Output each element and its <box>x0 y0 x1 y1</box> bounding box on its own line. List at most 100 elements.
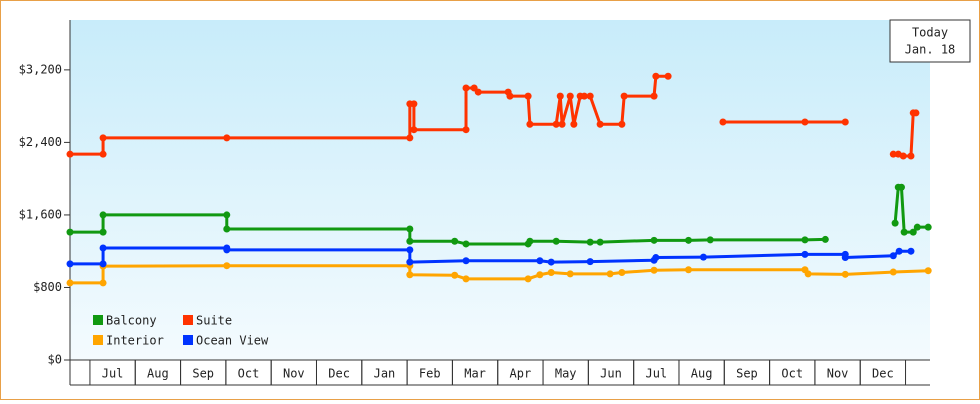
x-tick-label: Nov <box>827 367 849 381</box>
price-point <box>99 150 107 158</box>
price-point <box>99 260 107 268</box>
price-point <box>99 134 107 142</box>
price-point <box>66 260 74 268</box>
price-point <box>66 279 74 287</box>
price-point <box>462 84 470 92</box>
price-point <box>66 228 74 236</box>
price-point <box>223 225 231 233</box>
y-tick-label: $1,600 <box>19 207 62 221</box>
x-tick-label: Oct <box>238 367 260 381</box>
x-tick-label: May <box>555 367 577 381</box>
price-point <box>558 120 566 128</box>
price-point <box>223 262 231 270</box>
price-point <box>652 72 660 80</box>
price-point <box>841 270 849 278</box>
price-point <box>897 183 905 191</box>
price-point <box>462 126 470 134</box>
legend: Balcony Suite Interior Ocean View <box>93 314 269 348</box>
price-point <box>99 228 107 236</box>
legend-swatch <box>183 315 193 325</box>
price-point <box>841 254 849 262</box>
price-point <box>524 275 532 283</box>
price-point <box>406 271 414 279</box>
price-point <box>895 247 903 255</box>
price-point <box>889 150 897 158</box>
x-tick-label: Jan <box>374 367 396 381</box>
price-point <box>566 270 574 278</box>
x-tick-label: Feb <box>419 367 441 381</box>
series-layer <box>66 72 932 287</box>
price-point <box>526 237 534 245</box>
price-point <box>547 258 555 266</box>
price-point <box>664 72 672 80</box>
axes: $0 $800 $1,600 $2,400 $3,200 Jul Aug Sep Oct Nov D… <box>19 20 930 386</box>
x-tick-label: Aug <box>147 367 169 381</box>
price-point <box>547 269 555 277</box>
price-point <box>907 247 915 255</box>
price-point <box>99 211 107 219</box>
price-point <box>912 109 920 117</box>
legend-swatch <box>93 335 103 345</box>
price-point <box>406 237 414 245</box>
price-point <box>801 250 809 258</box>
legend-label: Suite <box>196 314 232 328</box>
price-point <box>406 134 414 142</box>
price-point <box>556 92 564 100</box>
price-point <box>410 100 418 108</box>
price-point <box>620 92 628 100</box>
price-point <box>684 266 692 274</box>
price-point <box>618 269 626 277</box>
price-point <box>909 228 917 236</box>
price-point <box>223 246 231 254</box>
y-tick-label: $0 <box>48 353 62 367</box>
price-point <box>506 92 514 100</box>
x-tick-label: Jun <box>600 367 622 381</box>
price-point <box>406 258 414 266</box>
y-tick-label: $800 <box>33 280 62 294</box>
legend-label: Interior <box>106 334 164 348</box>
price-point <box>900 228 908 236</box>
x-tick-label: Mar <box>464 367 486 381</box>
x-tick-label: Apr <box>510 367 532 381</box>
price-point <box>406 246 414 254</box>
price-point <box>524 92 532 100</box>
price-point <box>99 244 107 252</box>
legend-swatch <box>183 335 193 345</box>
price-point <box>596 120 604 128</box>
plot-area <box>70 20 930 360</box>
today-label: Today <box>912 26 948 40</box>
price-point <box>801 236 809 244</box>
price-point <box>618 120 626 128</box>
price-point <box>552 237 560 245</box>
y-tick-label: $2,400 <box>19 135 62 149</box>
price-point <box>410 126 418 134</box>
price-point <box>606 270 614 278</box>
price-point <box>891 219 899 227</box>
x-tick-label: Sep <box>192 367 214 381</box>
price-point <box>801 118 809 126</box>
today-box <box>889 19 971 63</box>
y-tick-label: $3,200 <box>19 62 62 76</box>
price-point <box>650 236 658 244</box>
price-point <box>66 150 74 158</box>
x-tick-label: Dec <box>872 367 894 381</box>
price-point <box>586 92 594 100</box>
month-box <box>859 359 907 386</box>
x-tick-label: Jul <box>102 367 124 381</box>
price-point <box>462 275 470 283</box>
price-point <box>462 240 470 248</box>
price-point <box>451 271 459 279</box>
price-point <box>652 254 660 262</box>
legend-label: Ocean View <box>196 334 269 348</box>
price-point <box>536 271 544 279</box>
price-point <box>474 88 482 96</box>
price-point <box>596 238 604 246</box>
price-point <box>804 270 812 278</box>
price-point <box>570 120 578 128</box>
x-tick-label: Oct <box>781 367 803 381</box>
x-tick-label: Aug <box>691 367 713 381</box>
price-point <box>924 267 932 275</box>
price-point <box>462 257 470 265</box>
price-point <box>586 238 594 246</box>
